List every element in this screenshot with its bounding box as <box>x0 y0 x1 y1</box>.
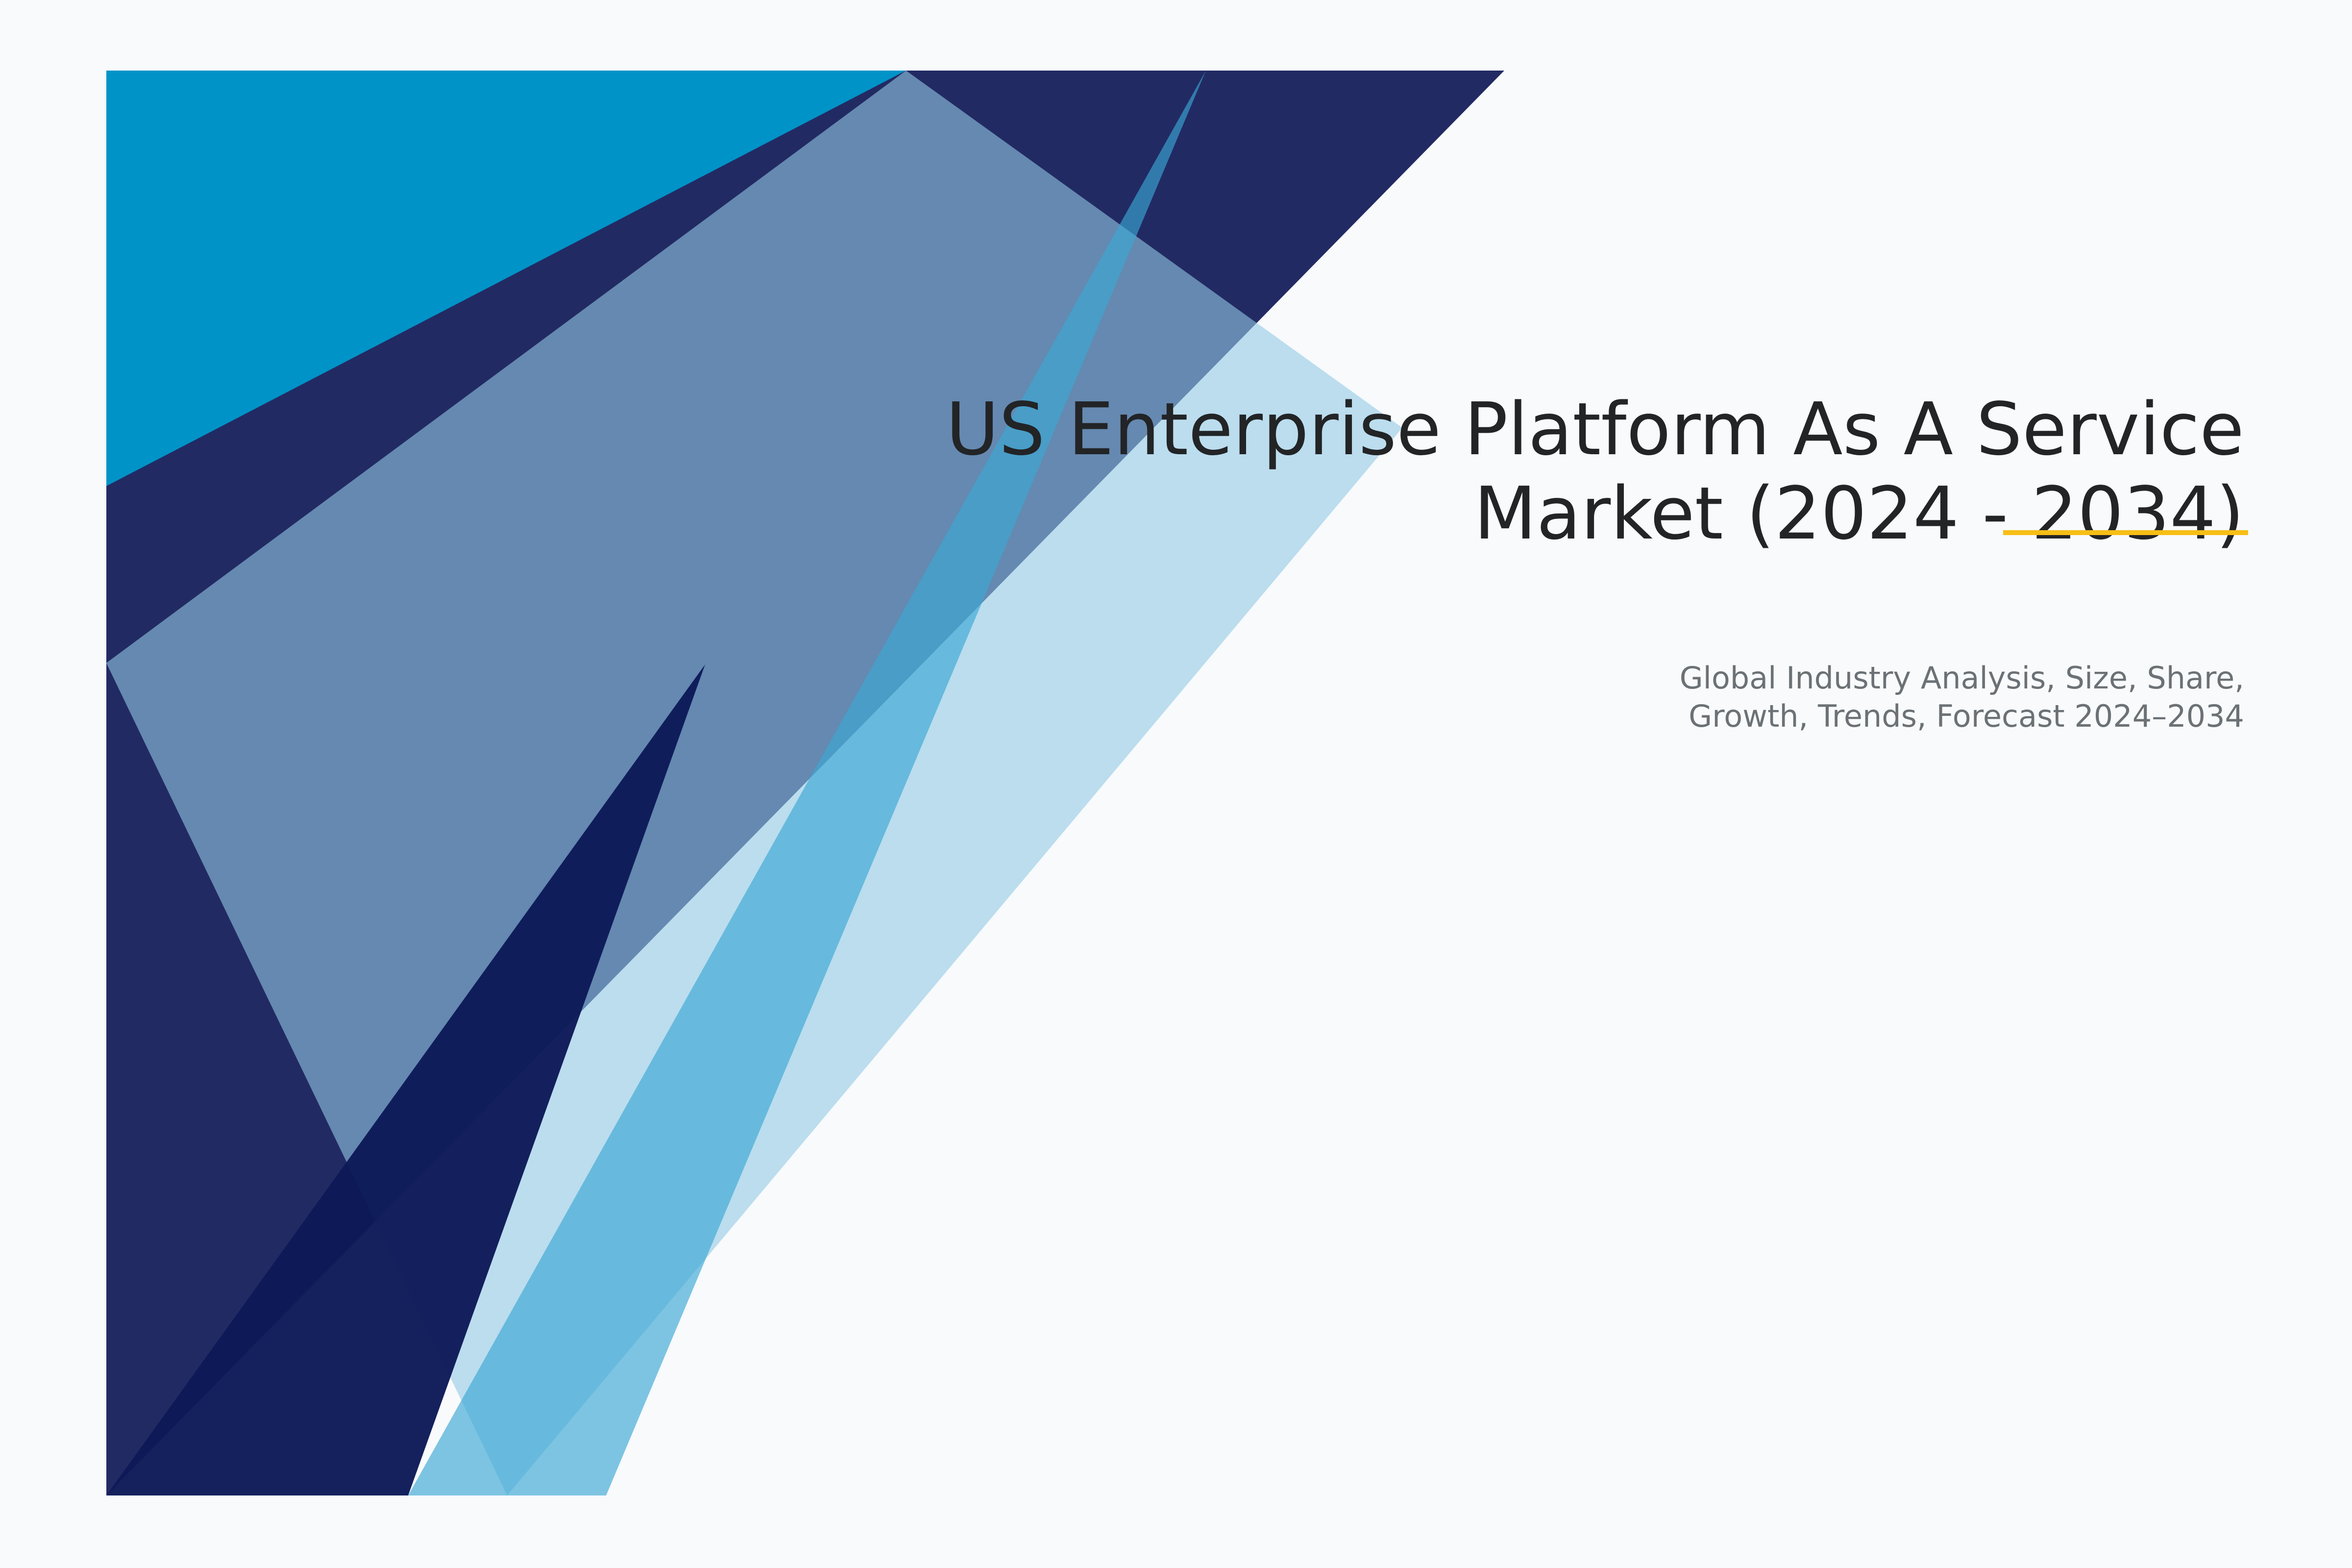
deep-navy-triangle-shape <box>106 664 705 1495</box>
cyan-corner-shape <box>106 71 906 486</box>
accent-underline <box>2003 530 2248 535</box>
subtitle-line-1: Global Industry Analysis, Size, Share, <box>1679 660 2244 696</box>
report-title: US Enterprise Platform As A Service Mark… <box>774 387 2244 556</box>
subtitle-line-2: Growth, Trends, Forecast 2024–2034 <box>1689 698 2244 734</box>
mid-blue-band-shape <box>408 71 1206 1495</box>
report-subtitle: Global Industry Analysis, Size, Share, G… <box>1264 659 2244 735</box>
title-line-1: US Enterprise Platform As A Service <box>946 387 2244 471</box>
title-line-2: Market (2024 - 2034) <box>1473 471 2244 556</box>
